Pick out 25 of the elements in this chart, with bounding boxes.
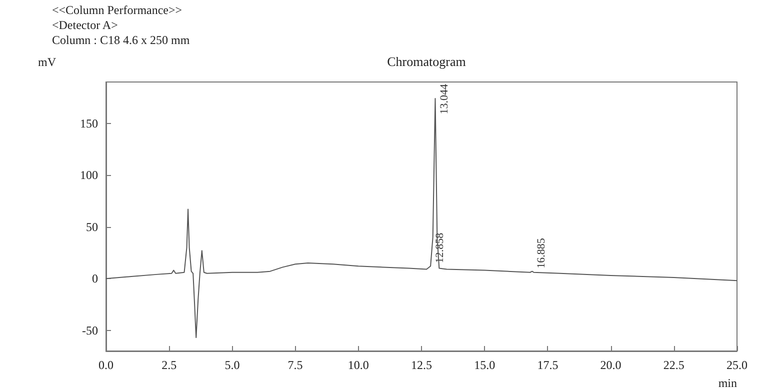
y-axis-title: mV	[38, 55, 56, 69]
x-tick-label: 5.0	[224, 358, 240, 372]
text: <<Column Performance>>	[52, 3, 182, 17]
x-tick-label: 12.5	[411, 358, 432, 372]
text: <Detector A>	[52, 18, 118, 32]
annotation: 16.885	[536, 238, 548, 268]
y-tick-label: 0	[92, 272, 98, 286]
x-tick-label: 0.0	[98, 358, 114, 372]
y-tick-label: 50	[86, 220, 98, 234]
x-tick-label: 7.5	[288, 358, 303, 372]
y-tick-label: 100	[80, 168, 98, 182]
x-tick-label: 2.5	[162, 358, 177, 372]
x-tick-label: 17.5	[537, 358, 558, 372]
x-tick-label: 20.0	[600, 358, 622, 372]
annotation: 12.858	[434, 232, 446, 264]
x-tick-label: 25.0	[726, 358, 748, 372]
y-tick-label: -50	[82, 323, 98, 338]
text: Column : C18 4.6 x 250 mm	[52, 33, 190, 47]
y-tick-label: 150	[80, 116, 98, 130]
chart-title: Chromatogram	[387, 54, 466, 69]
x-tick-label: 22.5	[663, 358, 684, 372]
annotation: 13.044	[438, 84, 451, 114]
x-tick-label: 15.0	[474, 358, 496, 372]
x-tick-label: 10.0	[348, 358, 369, 372]
x-axis-title: min	[718, 376, 737, 389]
